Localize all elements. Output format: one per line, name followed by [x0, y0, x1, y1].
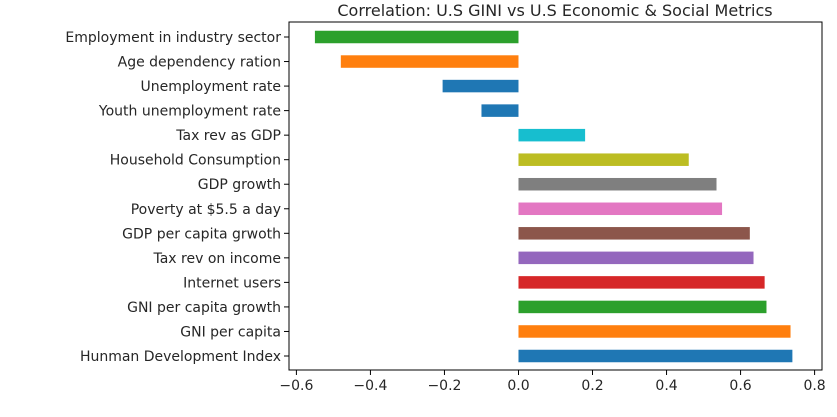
x-axis: −0.6 −0.4 −0.2 0.0 0.2 0.4 0.6 0.8 [279, 370, 826, 394]
category-label: GNI per capita growth [127, 300, 281, 316]
bar [314, 30, 519, 44]
x-tick-label: −0.2 [427, 378, 461, 394]
category-labels: Employment in industry sector Age depende… [65, 30, 289, 365]
chart-title: Correlation: U.S GINI vs U.S Economic & … [337, 1, 772, 20]
x-tick-label: 0.8 [803, 378, 825, 394]
category-label: Poverty at $5.5 a day [131, 202, 281, 218]
category-label: Employment in industry sector [65, 30, 281, 46]
x-tick-label: −0.6 [279, 378, 313, 394]
category-label: GNI per capita [180, 324, 281, 340]
bar [481, 104, 519, 117]
category-label: Tax rev on income [152, 251, 281, 267]
category-label: Age dependency ration [118, 55, 281, 71]
x-tick-label: 0.6 [729, 378, 751, 394]
bar [518, 251, 754, 265]
x-tick-label: −0.4 [353, 378, 387, 394]
category-label: GDP growth [198, 177, 281, 193]
bar [518, 128, 586, 142]
category-label: Internet users [183, 275, 281, 291]
bar [518, 325, 791, 338]
category-label: Household Consumption [110, 153, 281, 169]
category-label: Unemployment rate [141, 79, 282, 95]
x-tick-label: 0.4 [655, 378, 677, 394]
bars-layer [314, 30, 793, 363]
plot-frame [288, 21, 823, 371]
bar [518, 177, 717, 191]
category-label: Youth unemployment rate [98, 104, 281, 120]
x-tick-label: 0.2 [581, 378, 603, 394]
category-label: Tax rev as GDP [175, 128, 281, 144]
bar [518, 300, 767, 314]
bar [518, 276, 765, 289]
bar [518, 349, 793, 363]
bar [518, 227, 750, 240]
category-label: GDP per capita grwoth [122, 226, 281, 242]
bar [518, 153, 689, 166]
bar [442, 79, 519, 93]
category-label: Hunman Development Index [80, 349, 281, 365]
x-tick-label: 0.0 [507, 378, 529, 394]
bar [340, 55, 519, 68]
bar [518, 202, 723, 216]
